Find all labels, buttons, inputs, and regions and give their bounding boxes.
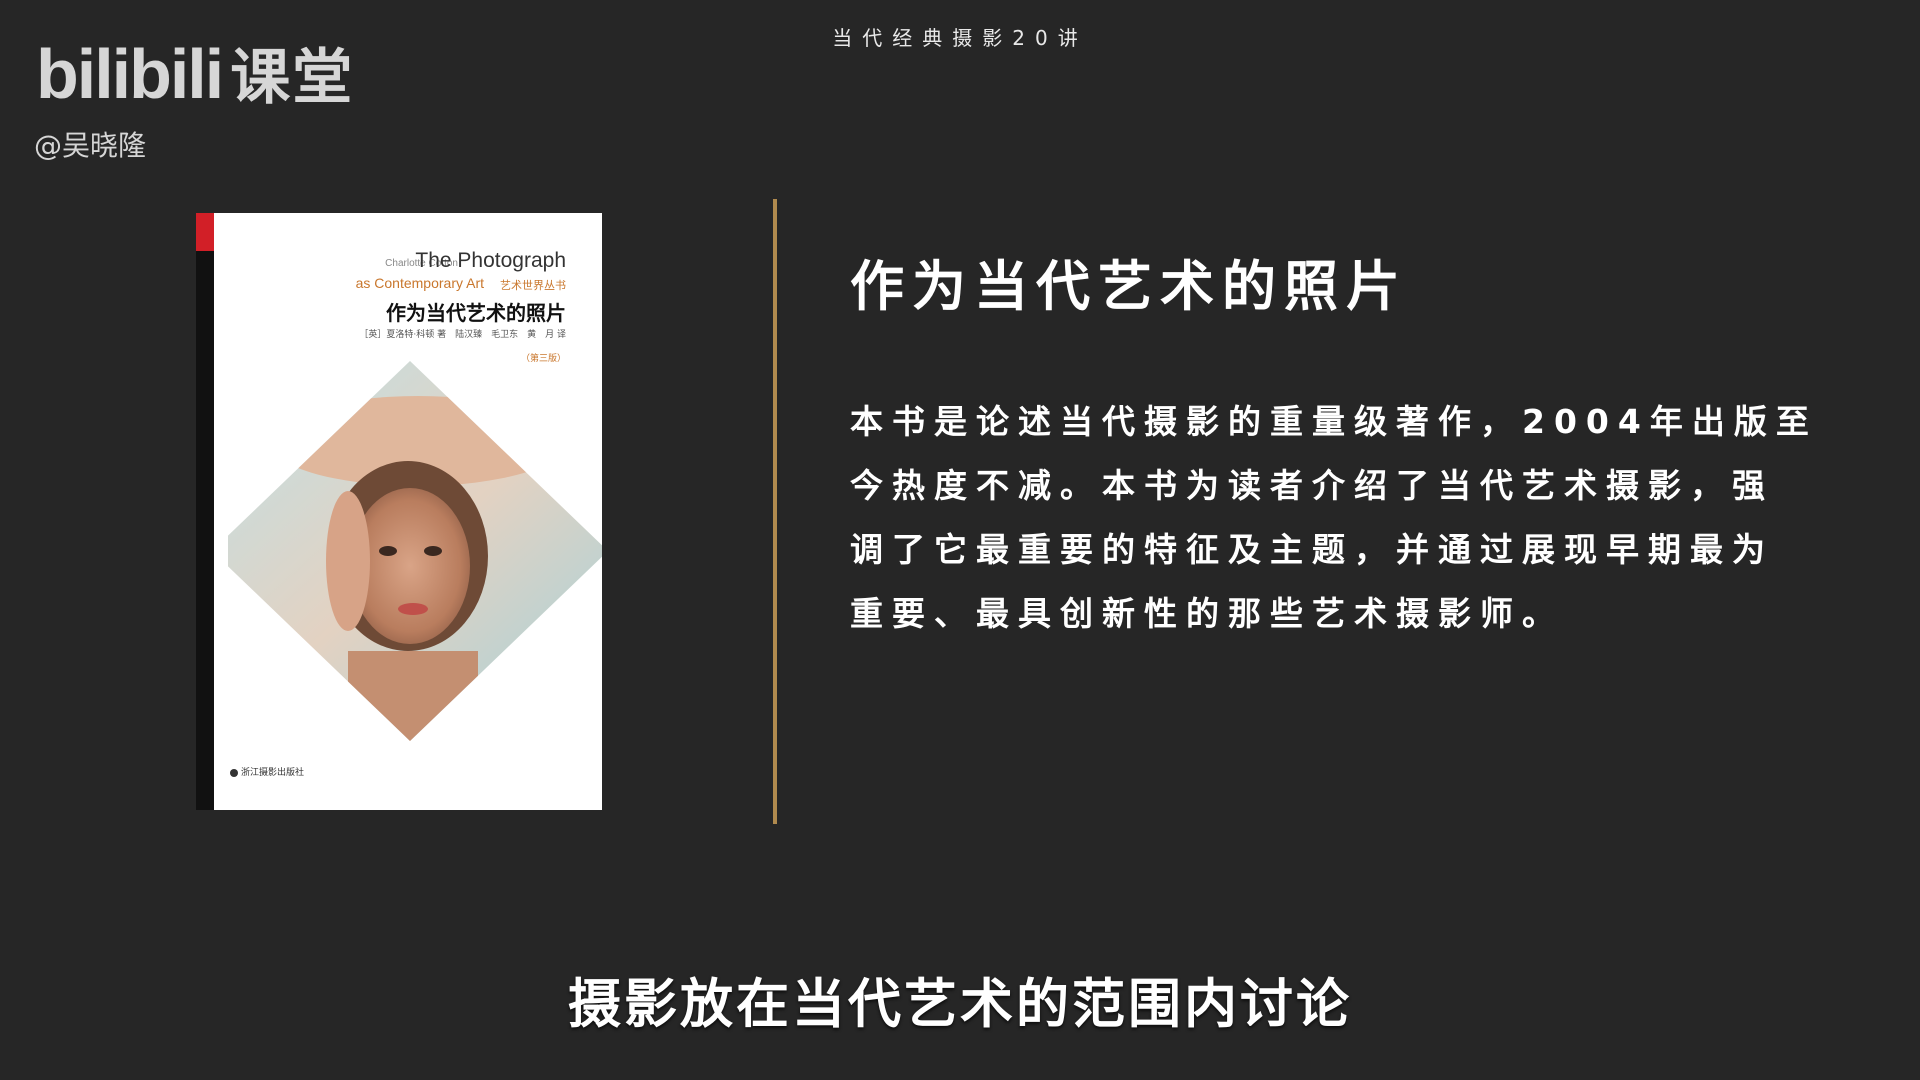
cover-portrait-image: [228, 361, 602, 741]
description-line: 本书是论述当代摄影的重量级著作，2004年出版至: [850, 402, 1818, 441]
publisher-name: 浙江摄影出版社: [241, 768, 305, 778]
series-title: 当代经典摄影20讲: [832, 26, 1088, 50]
book-edition: （第三版）: [520, 354, 566, 364]
description-line: 重要、最具创新性的那些艺术摄影师。: [850, 594, 1564, 633]
description-line: 今热度不减。本书为读者介绍了当代艺术摄影，强: [850, 466, 1774, 505]
publisher-logo-icon: [230, 768, 238, 777]
logo-suffix: 课堂: [230, 43, 355, 113]
book-title-cn: 作为当代艺术的照片: [386, 301, 566, 325]
vertical-divider: [773, 199, 777, 824]
logo-text: bilibili: [36, 35, 224, 113]
book-subtitle-en: as Contemporary Art: [355, 275, 484, 291]
uploader-handle: @吴晓隆: [34, 129, 147, 162]
book-title-en: The Photograph: [415, 249, 566, 272]
description-line: 调了它最重要的特征及主题，并通过展现早期最为: [850, 530, 1774, 569]
book-cover: Charlotte Cotton The Photograph as Conte…: [196, 213, 602, 810]
bilibili-logo: bilibili 课堂: [36, 34, 354, 118]
book-credits: ［英］夏洛特·科顿 著 陆汉臻 毛卫东 黄 月 译: [359, 330, 566, 340]
section-heading: 作为当代艺术的照片: [850, 255, 1408, 318]
book-spine-accent: [196, 213, 214, 251]
book-spine: [196, 213, 214, 810]
book-publisher: 浙江摄影出版社: [230, 765, 304, 778]
book-series: 艺术世界丛书: [500, 279, 566, 292]
video-subtitle: 摄影放在当代艺术的范围内讨论: [568, 974, 1352, 1035]
book-author-en: Charlotte Cotton: [385, 258, 458, 269]
description-text: 本书是论述当代摄影的重量级著作，2004年出版至 今热度不减。本书为读者介绍了当…: [850, 390, 1810, 646]
